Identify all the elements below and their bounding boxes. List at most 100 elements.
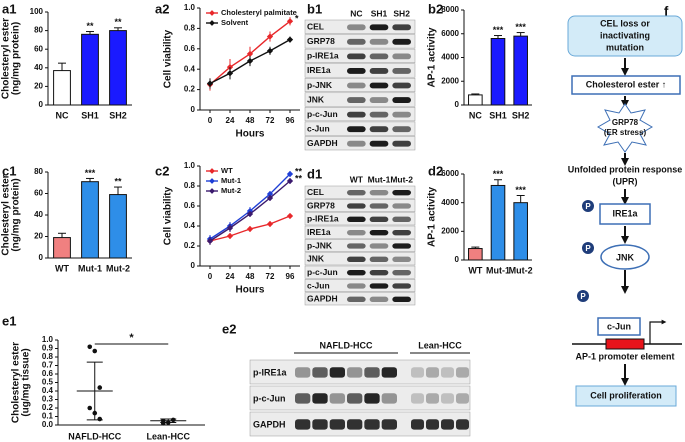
transcription-arrow	[649, 319, 667, 344]
y-axis-label: Cell viability	[163, 29, 174, 88]
bar	[109, 30, 127, 106]
node-text: c-Jun	[607, 321, 631, 331]
significance: *	[129, 332, 134, 344]
blot-band	[369, 203, 389, 209]
blot-band	[364, 393, 380, 404]
x-tick-label: SH2	[109, 110, 127, 120]
x-tick-label: 48	[246, 272, 255, 281]
row-label: JNK	[307, 254, 325, 264]
blot-band	[392, 24, 411, 31]
blot-band	[364, 419, 380, 430]
blot-band	[411, 367, 424, 378]
blot-band	[392, 140, 411, 147]
blot-band	[369, 82, 389, 89]
marker	[226, 224, 234, 232]
blot-band	[369, 283, 389, 289]
marker	[286, 212, 294, 220]
node-text: CEL loss or	[600, 18, 650, 28]
row-label: p-IRE1a	[253, 367, 288, 377]
blot-strip	[304, 279, 416, 292]
bar	[468, 248, 483, 261]
node-text: GRP78	[612, 118, 639, 127]
y-tick-label: 0.5	[42, 378, 54, 387]
blot-band	[392, 203, 411, 209]
phospho-circle	[582, 200, 594, 212]
y-tick-label: 1.0	[42, 335, 54, 344]
node-box	[575, 385, 677, 407]
lane-label: Mut-2	[390, 174, 413, 184]
legend-label: Mut-2	[221, 186, 241, 195]
y-tick-label: 1.0	[184, 161, 196, 170]
node-text: (ER stress)	[604, 128, 647, 137]
data-point	[87, 405, 93, 411]
blot-band	[392, 53, 411, 60]
row-label: CEL	[307, 187, 324, 197]
blot-band	[411, 393, 424, 404]
y-tick-label: 0.4	[42, 386, 54, 395]
x-tick-label: SH1	[489, 110, 507, 120]
x-tick-label: 0	[208, 272, 213, 281]
y-axis-label: Cholesteryl ester	[11, 342, 22, 423]
bar	[81, 33, 99, 106]
y-tick-label: 2000	[441, 226, 459, 235]
marker	[246, 50, 254, 58]
data-point	[87, 344, 93, 350]
panel-label: e2	[222, 321, 236, 336]
lane-label: SH2	[393, 8, 410, 18]
significance: **	[295, 166, 303, 176]
row-label: p-c-Jun	[253, 393, 286, 403]
panel-label: a2	[155, 1, 169, 16]
blot-band	[364, 367, 380, 378]
blot-band	[347, 24, 366, 31]
marker	[226, 232, 234, 240]
row-label: JNK	[307, 94, 325, 104]
x-tick-label: 96	[286, 116, 295, 125]
x-tick-label: NC	[56, 110, 69, 120]
row-label: p-c-Jun	[307, 267, 338, 277]
blot-strip	[304, 225, 416, 239]
panel-label: e1	[2, 313, 16, 328]
significance: **	[114, 17, 122, 27]
blot-band	[369, 111, 389, 118]
x-tick-label: 72	[266, 116, 275, 125]
y-tick-label: 0.2	[184, 85, 196, 94]
x-tick-label: 24	[226, 272, 235, 281]
y-tick-label: 0.8	[184, 181, 196, 190]
node-text: JNK	[616, 252, 635, 262]
node-text: IRE1a	[612, 208, 638, 218]
y-tick-label: 0.9	[42, 344, 54, 353]
y-axis-label: (ug/mg tissue)	[21, 348, 32, 416]
blot-band	[441, 367, 454, 378]
x-tick-label: NAFLD-HCC	[68, 431, 121, 441]
blot-band	[295, 393, 311, 404]
row-label: p-JNK	[307, 240, 333, 250]
marker	[266, 47, 274, 54]
significance: **	[114, 176, 122, 186]
data-point	[97, 385, 103, 390]
bar	[490, 184, 506, 261]
row-label: GRP78	[307, 200, 335, 210]
blot-strip	[304, 136, 416, 151]
bar	[81, 181, 99, 259]
blot-band	[312, 419, 328, 430]
y-axis-label: (ng/mg protein)	[11, 178, 22, 251]
y-tick-label: 2000	[441, 76, 459, 85]
y-tick-label: 0.4	[184, 221, 196, 230]
y-tick-label: 80	[34, 167, 43, 176]
blot-band	[347, 283, 366, 289]
y-axis-label: AP-1 activity	[427, 27, 438, 87]
y-tick-label: 6000	[441, 169, 459, 178]
y-tick-label: 1.0	[184, 3, 196, 12]
blot-band	[329, 393, 345, 404]
y-tick-label: 0.3	[42, 395, 54, 404]
node-text: Cholesterol ester ↑	[586, 79, 667, 89]
phospho-text: P	[585, 244, 591, 253]
y-tick-label: 40	[34, 210, 43, 219]
x-tick-label: 72	[266, 272, 275, 281]
blot-strip	[304, 77, 416, 93]
significance: **	[86, 21, 94, 31]
legend-label: Cholesteryl palmitate	[221, 8, 297, 17]
blot-band	[347, 82, 366, 89]
blot-band	[347, 270, 366, 276]
